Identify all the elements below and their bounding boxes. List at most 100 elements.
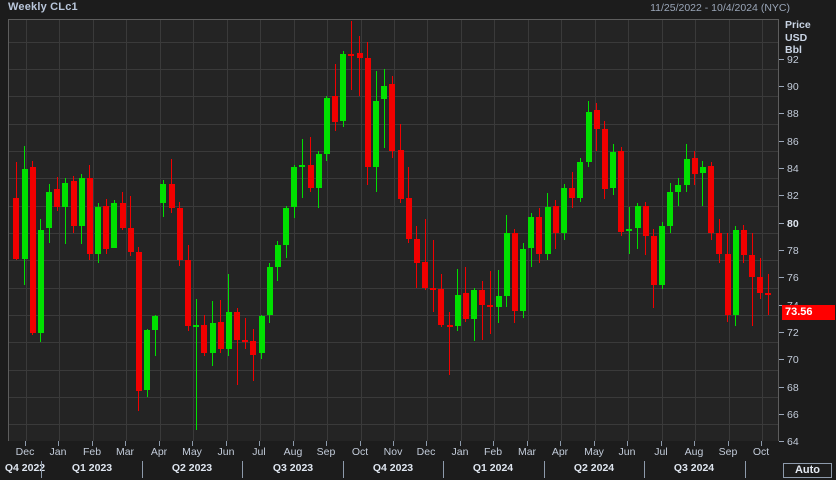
candle[interactable] bbox=[413, 20, 420, 441]
candle[interactable] bbox=[168, 20, 175, 441]
candle[interactable] bbox=[315, 20, 322, 441]
candle[interactable] bbox=[593, 20, 600, 441]
candle[interactable] bbox=[724, 20, 731, 441]
candle[interactable] bbox=[111, 20, 118, 441]
candle[interactable] bbox=[78, 20, 85, 441]
candle[interactable] bbox=[749, 20, 756, 441]
candle[interactable] bbox=[62, 20, 69, 441]
candle[interactable] bbox=[438, 20, 445, 441]
candle[interactable] bbox=[70, 20, 77, 441]
candle[interactable] bbox=[135, 20, 142, 441]
candle[interactable] bbox=[569, 20, 576, 441]
candle[interactable] bbox=[242, 20, 249, 441]
candle[interactable] bbox=[127, 20, 134, 441]
candle[interactable] bbox=[46, 20, 53, 441]
candle[interactable] bbox=[487, 20, 494, 441]
candle[interactable] bbox=[528, 20, 535, 441]
candle[interactable] bbox=[536, 20, 543, 441]
candle[interactable] bbox=[250, 20, 257, 441]
candle[interactable] bbox=[283, 20, 290, 441]
candle[interactable] bbox=[765, 20, 772, 441]
candle[interactable] bbox=[479, 20, 486, 441]
candle[interactable] bbox=[495, 20, 502, 441]
candle[interactable] bbox=[299, 20, 306, 441]
gridline-vertical bbox=[227, 20, 228, 441]
candle[interactable] bbox=[160, 20, 167, 441]
candle[interactable] bbox=[37, 20, 44, 441]
candle[interactable] bbox=[675, 20, 682, 441]
candle[interactable] bbox=[691, 20, 698, 441]
candle[interactable] bbox=[217, 20, 224, 441]
candle[interactable] bbox=[601, 20, 608, 441]
candle[interactable] bbox=[381, 20, 388, 441]
candle[interactable] bbox=[716, 20, 723, 441]
candle[interactable] bbox=[185, 20, 191, 441]
candle[interactable] bbox=[201, 20, 208, 441]
candle[interactable] bbox=[634, 20, 641, 441]
candle[interactable] bbox=[193, 20, 200, 441]
candle[interactable] bbox=[422, 20, 429, 441]
candle[interactable] bbox=[103, 20, 110, 441]
candle[interactable] bbox=[577, 20, 584, 441]
plot-area-wrapper[interactable] bbox=[8, 19, 778, 441]
candle[interactable] bbox=[544, 20, 551, 441]
candle[interactable] bbox=[323, 20, 330, 441]
candle[interactable] bbox=[626, 20, 633, 441]
candle[interactable] bbox=[618, 20, 625, 441]
candle[interactable] bbox=[708, 20, 715, 441]
candle[interactable] bbox=[405, 20, 412, 441]
candle[interactable] bbox=[642, 20, 649, 441]
candle[interactable] bbox=[610, 20, 617, 441]
candle[interactable] bbox=[740, 20, 747, 441]
candle[interactable] bbox=[471, 20, 478, 441]
candle[interactable] bbox=[234, 20, 241, 441]
candle[interactable] bbox=[152, 20, 159, 441]
candle[interactable] bbox=[373, 20, 380, 441]
candle[interactable] bbox=[397, 20, 404, 441]
candle[interactable] bbox=[552, 20, 559, 441]
candle[interactable] bbox=[356, 20, 363, 441]
candle[interactable] bbox=[757, 20, 764, 441]
candle[interactable] bbox=[209, 20, 216, 441]
candle[interactable] bbox=[348, 20, 355, 441]
time-axis[interactable]: Dec Jan Feb Mar Apr May Jun Jul Aug Sep Oct Nov Dec J… bbox=[5, 441, 778, 480]
candle[interactable] bbox=[503, 20, 510, 441]
candle[interactable] bbox=[332, 20, 339, 441]
candle[interactable] bbox=[454, 20, 461, 441]
timezone-label: (NYC) bbox=[760, 2, 790, 14]
candle[interactable] bbox=[307, 20, 314, 441]
candle[interactable] bbox=[659, 20, 666, 441]
candle[interactable] bbox=[291, 20, 298, 441]
candle[interactable] bbox=[29, 20, 36, 441]
candle[interactable] bbox=[266, 20, 273, 441]
candle[interactable] bbox=[21, 20, 28, 441]
candle[interactable] bbox=[561, 20, 568, 441]
candle[interactable] bbox=[650, 20, 657, 441]
candle[interactable] bbox=[732, 20, 739, 441]
candle[interactable] bbox=[430, 20, 437, 441]
candle[interactable] bbox=[144, 20, 151, 441]
auto-scale-button[interactable]: Auto bbox=[783, 463, 832, 478]
candle[interactable] bbox=[119, 20, 126, 441]
candle[interactable] bbox=[176, 20, 183, 441]
candle[interactable] bbox=[225, 20, 232, 441]
candle[interactable] bbox=[54, 20, 61, 441]
candle[interactable] bbox=[699, 20, 706, 441]
candle[interactable] bbox=[511, 20, 518, 441]
candle[interactable] bbox=[667, 20, 674, 441]
candle[interactable] bbox=[585, 20, 592, 441]
candle[interactable] bbox=[258, 20, 265, 441]
candle[interactable] bbox=[520, 20, 527, 441]
candle[interactable] bbox=[86, 20, 93, 441]
candle[interactable] bbox=[13, 20, 20, 441]
candle[interactable] bbox=[340, 20, 347, 441]
candle[interactable] bbox=[462, 20, 469, 441]
candle[interactable] bbox=[95, 20, 102, 441]
candle[interactable] bbox=[274, 20, 281, 441]
candle[interactable] bbox=[364, 20, 371, 441]
candle[interactable] bbox=[389, 20, 396, 441]
candlestick-plot[interactable] bbox=[8, 19, 778, 441]
candle[interactable] bbox=[683, 20, 690, 441]
candle[interactable] bbox=[446, 20, 453, 441]
